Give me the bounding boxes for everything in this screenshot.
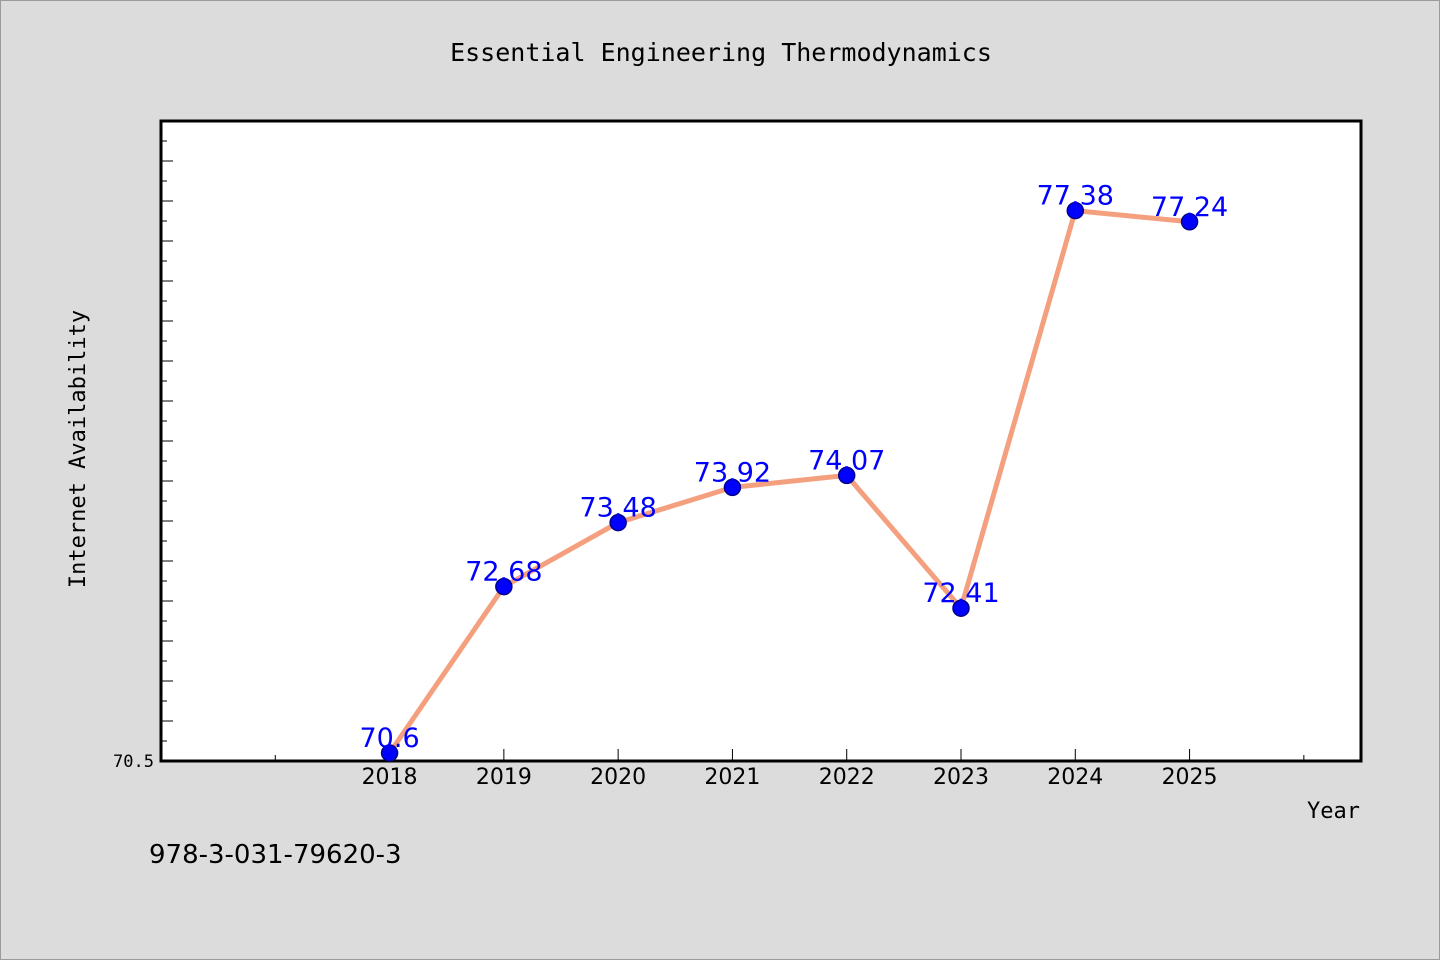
data-label: 77.24 <box>1151 192 1228 223</box>
data-point <box>380 744 399 762</box>
x-axis-tick-labels: 2018 2019 2020 2021 2022 2023 2024 2025 <box>362 765 1218 790</box>
data-point <box>1066 201 1085 220</box>
x-tick-label: 2024 <box>1047 765 1103 790</box>
footer-code: 978-3-031-79620-3 <box>149 840 402 870</box>
data-point <box>837 466 856 485</box>
x-tick-label: 2018 <box>362 765 418 790</box>
data-label: 72.68 <box>465 557 542 588</box>
x-axis-label: Year <box>1307 799 1360 824</box>
x-axis-ticks <box>160 749 1305 761</box>
data-label: 72.41 <box>922 578 999 609</box>
data-label: 73.48 <box>579 493 656 524</box>
x-tick-label: 2025 <box>1162 765 1218 790</box>
y-axis-ticks <box>161 120 173 762</box>
x-tick-label: 2023 <box>933 765 989 790</box>
x-tick-label: 2019 <box>476 765 532 790</box>
data-point <box>1180 213 1199 231</box>
data-point <box>609 513 627 532</box>
x-tick-label: 2020 <box>590 765 646 790</box>
plot-area <box>159 119 1363 763</box>
data-label: 77.38 <box>1037 181 1114 212</box>
data-labels: 70.6 72.68 73.48 73.92 74.07 72.41 77.38 77.24 <box>360 181 1229 754</box>
series-markers <box>380 201 1199 762</box>
data-point <box>952 599 970 617</box>
x-tick-label: 2022 <box>819 765 875 790</box>
y-axis-label: Internet Availability <box>66 310 91 588</box>
series-line <box>387 208 1193 756</box>
data-label: 74.07 <box>808 445 885 476</box>
data-point <box>495 577 513 596</box>
y-tick-label: 70.5 <box>113 752 154 772</box>
data-label: 70.6 <box>360 723 420 754</box>
data-label: 73.92 <box>694 457 771 488</box>
data-point <box>723 478 742 497</box>
x-tick-label: 2021 <box>704 765 760 790</box>
chart-title: Essential Engineering Thermodynamics <box>450 38 992 67</box>
